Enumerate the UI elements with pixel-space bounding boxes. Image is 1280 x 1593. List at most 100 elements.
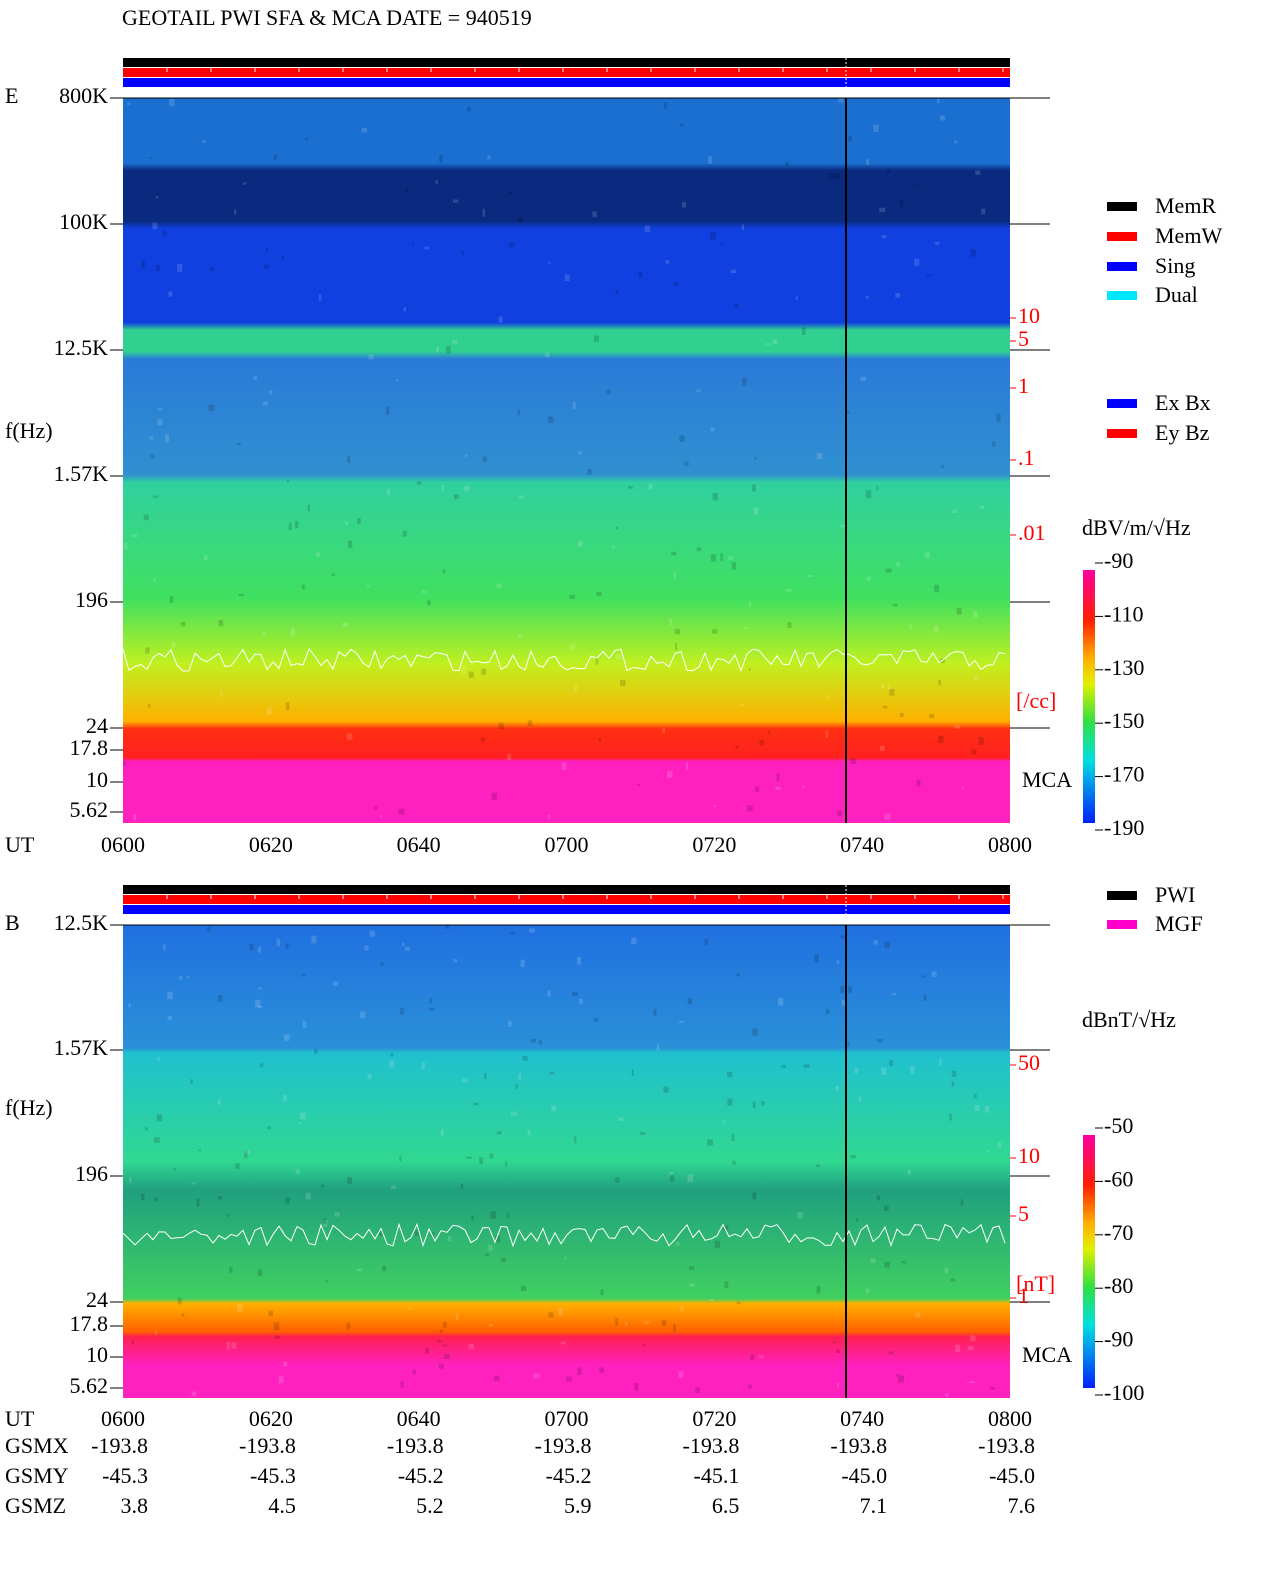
spectrogram-texture [850, 758, 857, 765]
spectrogram-texture [574, 684, 578, 693]
spectrogram-texture [661, 1319, 667, 1326]
x-tick-label: 0620 [249, 832, 293, 857]
spectrogram-texture [973, 611, 978, 618]
spectrogram-texture [560, 1341, 566, 1345]
colorbar-tick-label: -110 [1104, 601, 1144, 626]
spectrogram-texture [387, 488, 390, 495]
spectrogram-texture [732, 1160, 736, 1165]
spectrogram-texture [710, 427, 715, 432]
x-axis-label: UT [5, 1406, 35, 1431]
position-value: -45.0 [989, 1463, 1035, 1488]
x-tick-label: 0720 [692, 832, 736, 857]
spectrogram-texture [346, 1322, 351, 1330]
spectrogram-texture [836, 1382, 840, 1388]
spectrogram-texture [612, 544, 615, 549]
spectrogram-texture [551, 1105, 557, 1112]
spectrogram-texture [435, 180, 439, 184]
spectrogram-texture [786, 588, 792, 592]
spectrogram-texture [978, 737, 984, 745]
spectrogram-texture [648, 483, 653, 490]
spectrogram-texture [889, 1060, 894, 1066]
spectrogram-texture [696, 547, 702, 552]
spectrogram-texture [461, 250, 465, 256]
spectrogram-texture [929, 714, 935, 719]
spectrogram-texture [548, 1312, 554, 1318]
spectrogram-texture [490, 1211, 497, 1219]
spectrogram-texture [344, 521, 349, 526]
spectrogram-texture [498, 722, 504, 729]
spectrogram-texture [361, 127, 368, 133]
spectrogram-texture [886, 168, 892, 174]
spectrogram-texture [599, 1367, 605, 1373]
colorbar-tick-label: -80 [1104, 1273, 1133, 1298]
spectrogram-texture [421, 590, 428, 594]
legend-label: Dual [1155, 282, 1198, 307]
position-value: 3.8 [121, 1493, 149, 1518]
spectrogram-texture [509, 241, 515, 248]
density-tick-label: 5 [1018, 1201, 1029, 1226]
spectrogram-texture [840, 935, 847, 939]
spectrogram-texture [876, 485, 879, 490]
spectrogram-texture [443, 1321, 447, 1328]
y-tick-label: 10 [86, 767, 108, 792]
spectrogram-texture [981, 208, 986, 215]
spectrogram-texture [916, 779, 921, 787]
spectrogram-texture [487, 155, 491, 160]
spectrogram-texture [761, 1100, 765, 1106]
spectrogram-texture [606, 389, 611, 394]
spectrogram-texture [507, 1020, 512, 1027]
spectrogram-texture [741, 224, 745, 231]
spectrogram-texture [520, 959, 525, 967]
legend-swatch [1107, 232, 1137, 241]
spectrogram-texture [481, 668, 486, 675]
spectrogram-texture [754, 786, 760, 793]
spectrogram-texture [865, 295, 870, 299]
spectrogram-texture [778, 998, 784, 1006]
position-value: -45.3 [102, 1463, 148, 1488]
spectrogram-texture [273, 1322, 280, 1331]
spectrogram-texture [226, 1214, 230, 1217]
spectrogram-texture [909, 1065, 915, 1074]
spectrogram-texture [452, 199, 459, 203]
spectrogram-texture [191, 1391, 197, 1397]
status-bar [123, 78, 1010, 87]
spectrogram-texture [498, 316, 503, 323]
y-tick-label: 1.57K [54, 1035, 109, 1060]
spectrogram-texture [141, 260, 145, 269]
spectrogram-texture [841, 999, 847, 1006]
position-value: -193.8 [683, 1433, 740, 1458]
spectrogram-texture [285, 702, 290, 711]
x-tick-label: 0620 [249, 1406, 293, 1431]
spectrogram-texture [616, 526, 619, 530]
spectrogram-texture [466, 1156, 472, 1159]
spectrogram-texture [675, 642, 678, 650]
spectrogram-texture [838, 98, 844, 103]
spectrogram-texture [765, 343, 771, 346]
spectrogram-texture [713, 804, 717, 808]
y-tick-label: 12.5K [54, 910, 109, 935]
spectrogram-texture [548, 416, 554, 424]
spectrogram-texture [177, 1297, 182, 1305]
legend-label: Ey Bz [1155, 420, 1210, 445]
legend-label: PWI [1155, 882, 1195, 907]
position-value: -193.8 [91, 1433, 148, 1458]
spectrogram-texture [775, 786, 781, 790]
colorbar-tick-label: -90 [1104, 1327, 1133, 1352]
spectrogram-texture [722, 1120, 725, 1124]
spectrogram-texture [169, 595, 174, 603]
spectrogram-texture [187, 975, 190, 979]
spectrogram-texture [896, 562, 900, 567]
component-label: B [5, 910, 20, 935]
spectrogram-texture [686, 762, 689, 771]
legend-label: MGF [1155, 911, 1203, 936]
x-tick-label: 0740 [840, 1406, 884, 1431]
spectrogram-texture [242, 182, 247, 185]
spectrogram-texture [436, 346, 439, 353]
spectrogram-texture [533, 1373, 540, 1379]
spectrogram-texture [332, 981, 339, 986]
spectrogram-texture [302, 1020, 307, 1028]
spectrogram-texture [390, 1053, 394, 1057]
spectrogram-texture [752, 1101, 756, 1108]
spectrogram-texture [471, 1215, 474, 1221]
